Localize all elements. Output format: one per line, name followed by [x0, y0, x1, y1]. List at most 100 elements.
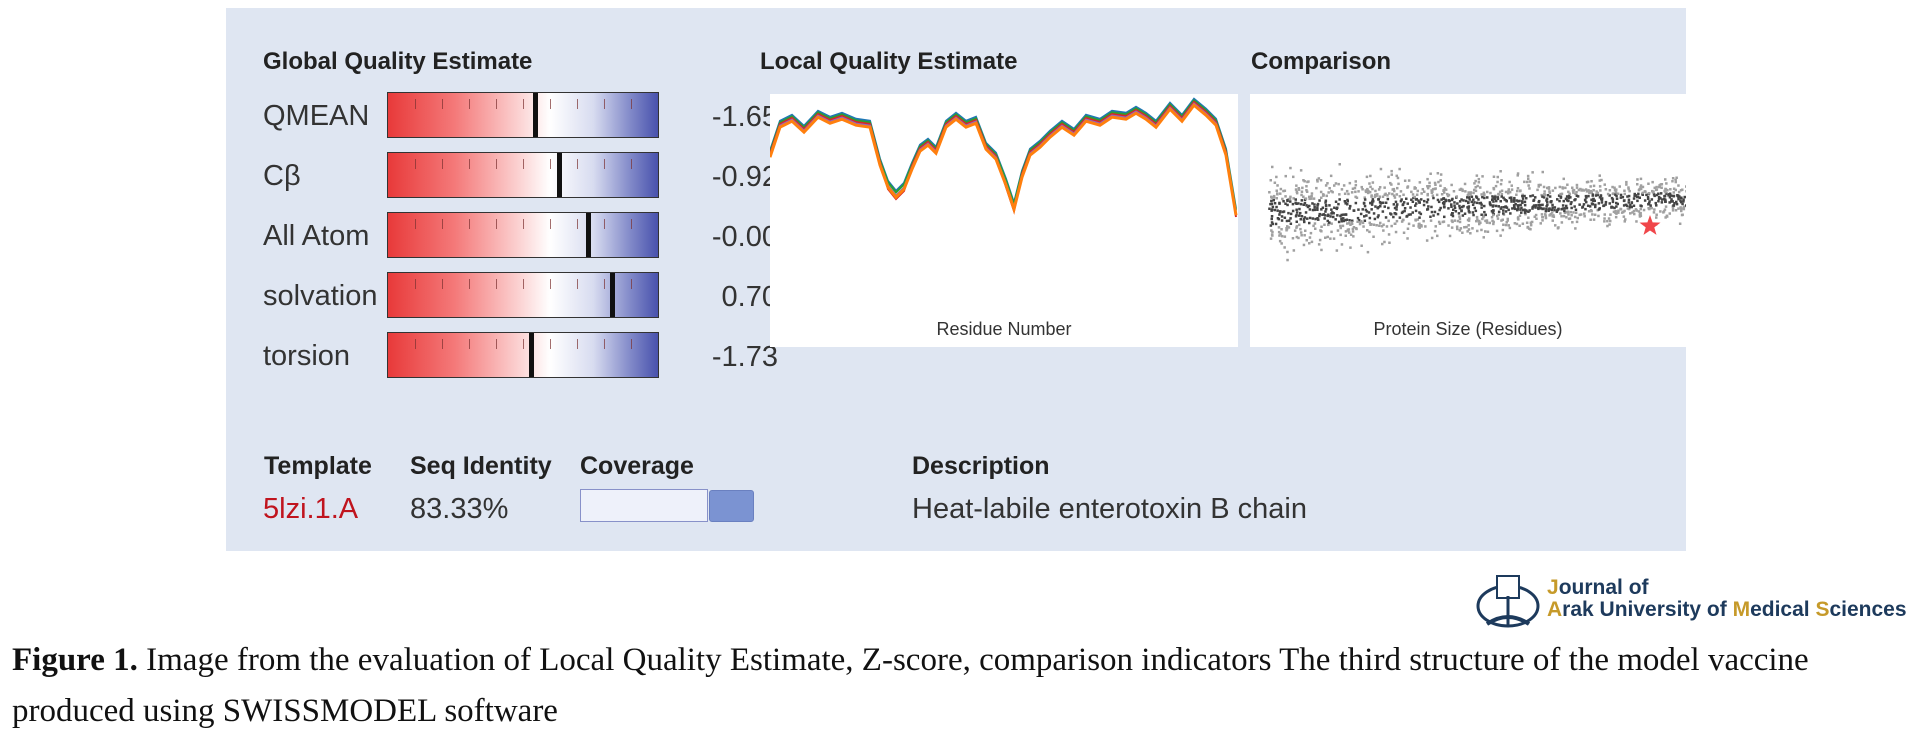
bar-tick: [415, 159, 416, 169]
bar-tick: [496, 99, 497, 109]
template-header: Template: [264, 452, 372, 480]
bar-tick: [442, 159, 443, 169]
zscore-marker: [529, 333, 534, 377]
metric-row-cbeta: Cβ -0.92: [226, 152, 786, 200]
metric-value: -1.65: [711, 101, 778, 133]
comparison-plot[interactable]: Protein Size (Residues): [1250, 94, 1686, 347]
metric-row-solvation: solvation 0.70: [226, 272, 786, 320]
bar-tick: [604, 159, 605, 169]
bar-tick: [550, 339, 551, 349]
seq-identity-value: 83.33%: [410, 493, 509, 525]
bar-tick: [415, 279, 416, 289]
local-quality-title: Local Quality Estimate: [760, 48, 1018, 75]
model-star-icon: [1639, 215, 1661, 235]
bar-tick: [469, 99, 470, 109]
bar-tick: [631, 159, 632, 169]
bar-tick: [577, 99, 578, 109]
bar-tick: [577, 219, 578, 229]
bar-tick: [469, 159, 470, 169]
metric-row-qmean: QMEAN -1.65: [226, 92, 786, 140]
journal-emblem-icon: [1476, 575, 1540, 628]
metric-value: -1.73: [711, 341, 778, 373]
bar-tick: [496, 279, 497, 289]
metric-label: QMEAN: [263, 100, 370, 132]
comparison-scatter: [1268, 163, 1686, 262]
metric-label: Cβ: [263, 160, 301, 192]
swissmodel-panel: Global Quality Estimate QMEAN -1.65 Cβ -…: [226, 8, 1686, 551]
bar-tick: [442, 99, 443, 109]
zscore-bar: [387, 152, 659, 198]
description-value: Heat-labile enterotoxin B chain: [912, 493, 1307, 525]
local-quality-xlabel: Residue Number: [936, 319, 1072, 339]
metric-row-all-atom: All Atom -0.00: [226, 212, 786, 260]
zscore-marker: [586, 213, 591, 257]
comparison-title: Comparison: [1251, 48, 1392, 75]
bar-tick: [577, 279, 578, 289]
caption-label: Figure 1.: [12, 642, 138, 678]
journal-line-1: Journal of: [1547, 576, 1649, 599]
bar-tick: [631, 99, 632, 109]
bar-tick: [550, 159, 551, 169]
bar-tick: [550, 219, 551, 229]
bar-tick: [496, 159, 497, 169]
figure-caption: Figure 1. Image from the evaluation of L…: [12, 635, 1912, 737]
bar-tick: [415, 219, 416, 229]
metric-value: -0.00: [711, 221, 778, 253]
local-quality-series-line: [770, 97, 1237, 209]
bar-tick: [577, 339, 578, 349]
bar-tick: [577, 159, 578, 169]
coverage-bar-fill: [709, 490, 754, 522]
metric-value: -0.92: [711, 161, 778, 193]
local-quality-plot[interactable]: Residue Number: [770, 94, 1238, 347]
zscore-marker: [557, 153, 562, 197]
zscore-marker: [533, 93, 538, 137]
bar-tick: [496, 219, 497, 229]
metric-row-torsion: torsion -1.73: [226, 332, 786, 380]
bar-tick: [550, 99, 551, 109]
bar-tick: [523, 279, 524, 289]
bar-tick: [604, 99, 605, 109]
bar-tick: [523, 99, 524, 109]
local-quality-lines: [770, 97, 1238, 218]
zscore-bar: [387, 92, 659, 138]
metric-label: solvation: [263, 280, 378, 312]
seq-identity-header: Seq Identity: [410, 452, 552, 480]
bar-tick: [631, 339, 632, 349]
bar-tick: [523, 159, 524, 169]
bar-tick: [604, 219, 605, 229]
metric-label: All Atom: [263, 220, 370, 252]
bar-tick: [469, 339, 470, 349]
bar-tick: [523, 339, 524, 349]
bar-tick: [415, 99, 416, 109]
metric-value: 0.70: [721, 281, 778, 313]
comparison-points: [1268, 163, 1686, 262]
bar-tick: [550, 279, 551, 289]
journal-name: Journal of Arak University of Medical Sc…: [1547, 577, 1907, 621]
bar-tick: [415, 339, 416, 349]
metric-label: torsion: [263, 340, 351, 372]
zscore-bar: [387, 272, 659, 318]
coverage-bar-track: [580, 489, 708, 522]
bar-tick: [604, 339, 605, 349]
local-quality-series-line: [770, 100, 1237, 218]
zscore-marker: [610, 273, 615, 317]
local-quality-series-line: [770, 98, 1237, 211]
caption-text: Image from the evaluation of Local Quali…: [12, 642, 1809, 729]
local-quality-series-line: [770, 103, 1238, 216]
global-quality-title: Global Quality Estimate: [263, 48, 533, 75]
bar-tick: [523, 219, 524, 229]
zscore-bar: [387, 212, 659, 258]
comparison-xlabel: Protein Size (Residues): [1373, 319, 1563, 339]
description-header: Description: [912, 452, 1050, 480]
bar-tick: [496, 339, 497, 349]
bar-tick: [631, 219, 632, 229]
bar-tick: [442, 279, 443, 289]
bar-tick: [631, 279, 632, 289]
coverage-header: Coverage: [580, 452, 694, 480]
template-link[interactable]: 5lzi.1.A: [263, 493, 359, 525]
bar-tick: [442, 219, 443, 229]
bar-tick: [604, 279, 605, 289]
zscore-bar: [387, 332, 659, 378]
journal-line-2: Arak University of Medical Sciences: [1547, 598, 1907, 621]
bar-tick: [469, 279, 470, 289]
